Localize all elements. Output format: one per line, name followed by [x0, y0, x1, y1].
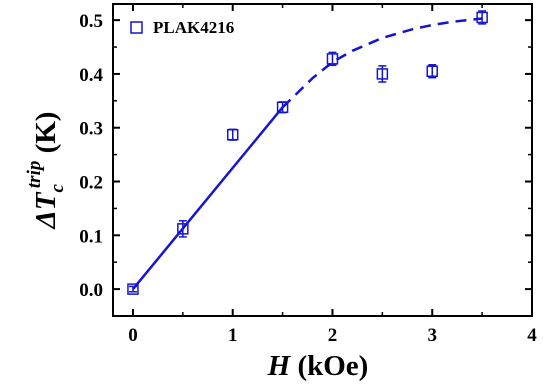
- fit-lines: [132, 17, 483, 290]
- legend-label: PLAK4216: [153, 18, 234, 37]
- y-tick-label: 0.0: [79, 280, 103, 301]
- fit-line-dashed: [281, 17, 483, 109]
- y-axis-unit: (K): [30, 112, 62, 161]
- data-point: [326, 53, 339, 65]
- x-axis-variable: H: [267, 350, 292, 382]
- x-tick-label: 0: [128, 325, 138, 346]
- x-axis-ticks: 0 1 2 3 4: [128, 4, 537, 346]
- y-axis-title: ΔTctrip (K): [24, 112, 68, 230]
- y-axis-variable: ΔT: [30, 191, 62, 229]
- y-tick-label: 0.1: [79, 226, 103, 247]
- y-tick-label: 0.4: [79, 65, 103, 86]
- data-point: [177, 223, 189, 235]
- legend-marker: [130, 21, 143, 34]
- fit-line-solid: [132, 106, 284, 290]
- plot-frame: [112, 3, 533, 317]
- y-axis-ticks: 0.0 0.1 0.2 0.3 0.4 0.5: [79, 11, 532, 301]
- data-point: [376, 68, 389, 80]
- x-tick-label: 4: [527, 325, 537, 346]
- y-tick-label: 0.5: [79, 11, 103, 32]
- x-axis-unit: (kOe): [290, 350, 368, 382]
- y-tick-label: 0.3: [79, 119, 103, 140]
- y-axis-superscript: trip: [24, 161, 45, 188]
- plot-border: [112, 3, 533, 317]
- x-tick-label: 2: [328, 325, 338, 346]
- data-point: [226, 128, 239, 141]
- data-point: [127, 283, 139, 295]
- y-tick-label: 0.2: [79, 173, 103, 194]
- data-point: [276, 101, 289, 114]
- data-point: [476, 11, 488, 24]
- y-axis-subscript: c: [47, 184, 68, 193]
- data-point: [426, 65, 438, 77]
- x-tick-label: 1: [228, 325, 238, 346]
- x-axis-title: H (kOe): [267, 350, 369, 382]
- legend: PLAK4216: [130, 18, 234, 37]
- data-points: [127, 10, 488, 295]
- svg-text:ΔTctrip (K): ΔTctrip (K): [24, 112, 68, 230]
- x-tick-label: 3: [427, 325, 437, 346]
